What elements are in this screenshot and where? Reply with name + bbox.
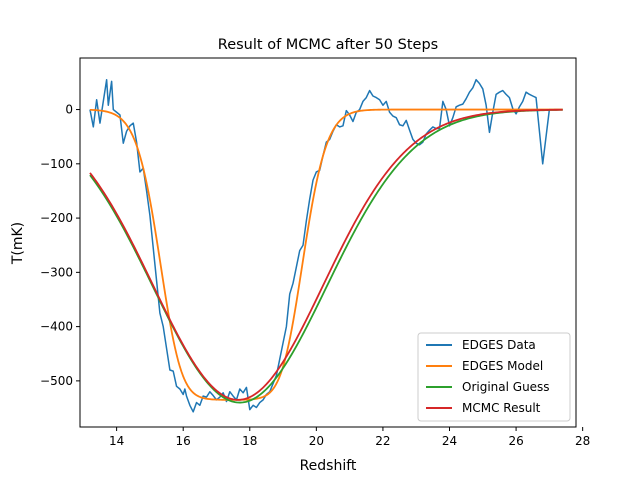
x-tick-label: 26 <box>508 434 523 448</box>
x-tick-label: 20 <box>309 434 324 448</box>
x-tick-label: 14 <box>109 434 124 448</box>
y-tick-label: 0 <box>65 103 73 117</box>
plot-frame <box>79 57 577 428</box>
plot-area <box>79 57 577 428</box>
legend-box <box>417 332 571 422</box>
y-tick-label: −200 <box>40 211 73 225</box>
y-tick-label: −400 <box>40 320 73 334</box>
x-tick-label: 18 <box>242 434 257 448</box>
y-tick-label: −100 <box>40 157 73 171</box>
series-line-mcmc-result <box>89 108 563 401</box>
y-tick-label: −500 <box>40 374 73 388</box>
x-tick-label: 24 <box>442 434 457 448</box>
x-axis-label: Redshift <box>300 458 357 474</box>
y-tick-label: −300 <box>40 265 73 279</box>
legend: EDGES Data EDGES Model Original Guess MCMC … <box>417 332 571 422</box>
y-axis: 0 −100 −200 −300 −400 −500 <box>40 103 80 388</box>
y-axis-label: T(mK) <box>10 222 26 265</box>
x-tick-label: 28 <box>575 434 590 448</box>
series-line-edges-data <box>89 78 563 413</box>
x-tick-label: 22 <box>375 434 390 448</box>
series-layer <box>89 78 563 413</box>
legend-label: Original Guess <box>462 380 550 394</box>
x-tick-label: 16 <box>176 434 191 448</box>
chart-title: Result of MCMC after 50 Steps <box>218 37 438 53</box>
legend-label: EDGES Model <box>462 359 543 373</box>
legend-label: MCMC Result <box>462 401 541 415</box>
x-axis: 14 16 18 20 22 24 26 28 <box>109 427 590 448</box>
legend-label: EDGES Data <box>462 338 536 352</box>
